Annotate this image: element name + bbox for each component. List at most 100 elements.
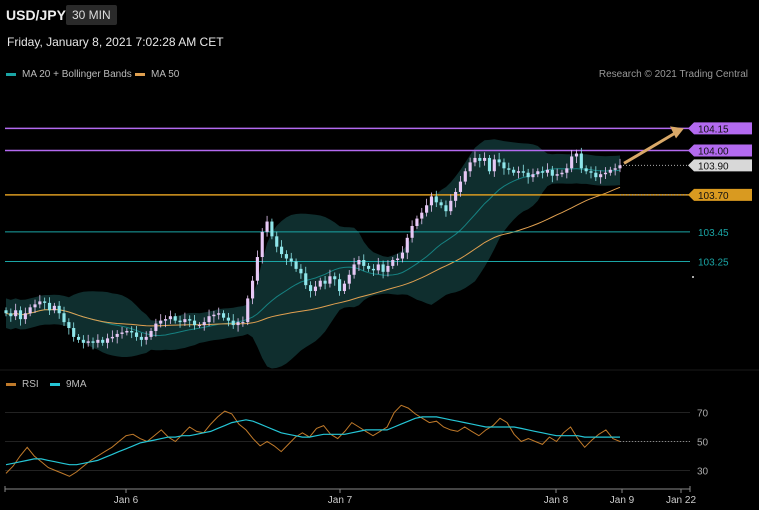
candle-body xyxy=(72,328,76,337)
candle-body xyxy=(178,320,182,323)
candle-body xyxy=(217,313,221,315)
candle-body xyxy=(299,268,303,274)
candle-body xyxy=(618,165,622,169)
candle-body xyxy=(531,174,535,178)
level-tag-104.00 xyxy=(688,144,752,157)
candle-body xyxy=(241,322,245,324)
candle-body xyxy=(255,257,259,281)
candle-body xyxy=(304,273,308,286)
ma9-swatch xyxy=(50,383,60,386)
candle-body xyxy=(512,169,516,173)
rsi-label: RSI xyxy=(22,379,39,390)
candle-body xyxy=(231,320,235,326)
rsi-swatch xyxy=(6,383,16,386)
candle-body xyxy=(86,341,90,343)
candle-body xyxy=(502,162,506,169)
candle-body xyxy=(221,313,226,318)
candle-body xyxy=(454,191,458,201)
ma9-label: 9MA xyxy=(66,379,87,390)
rsi-line xyxy=(5,404,621,477)
candle-body xyxy=(115,333,119,337)
candle-body xyxy=(154,323,158,331)
legend-rsi[interactable]: RSI xyxy=(6,379,39,390)
candle-body xyxy=(371,268,376,271)
candle-body xyxy=(352,264,356,275)
credit-label: Research © 2021 Trading Central xyxy=(598,69,748,80)
candle-body xyxy=(57,305,61,314)
candle-body xyxy=(96,339,100,343)
candle-body xyxy=(449,200,453,212)
candle-body xyxy=(338,279,342,292)
candle-body xyxy=(250,280,255,299)
timeframe-button[interactable]: 30 MIN xyxy=(66,5,117,25)
candle-body xyxy=(541,171,545,173)
candle-body xyxy=(18,310,23,320)
candle-body xyxy=(120,332,124,334)
candle-body xyxy=(415,218,419,226)
legend-9ma[interactable]: 9MA xyxy=(50,379,87,390)
candle-body xyxy=(280,246,284,255)
ma50-line xyxy=(5,186,621,327)
candle-body xyxy=(410,225,414,238)
level-tag-103.70 xyxy=(688,188,752,201)
candle-body xyxy=(9,313,13,317)
candle-body xyxy=(38,301,42,305)
candle-body xyxy=(483,157,487,161)
candle-body xyxy=(420,212,424,219)
candle-body xyxy=(367,265,371,269)
candle-body xyxy=(246,298,250,323)
candle-body xyxy=(192,320,197,326)
candle-body xyxy=(105,338,110,343)
candle-body xyxy=(603,172,608,175)
candle-body xyxy=(202,322,206,326)
candle-body xyxy=(497,159,501,163)
candle-body xyxy=(43,301,47,303)
candle-body xyxy=(386,265,390,272)
candle-body xyxy=(570,156,574,169)
level-label-104.00: 104.00 xyxy=(698,147,729,158)
candle-body xyxy=(294,261,298,269)
candle-body xyxy=(76,336,81,340)
candle-body xyxy=(565,168,569,173)
candle-body xyxy=(130,330,134,333)
last-price-value: 103.90 xyxy=(698,161,729,172)
candle-body xyxy=(67,322,71,329)
candle-body xyxy=(589,171,593,173)
datetime-label: Friday, January 8, 2021 7:02:28 AM CET xyxy=(7,35,224,49)
legend-ma50[interactable]: MA 50 xyxy=(135,69,179,80)
candle-body xyxy=(507,168,511,170)
candle-body xyxy=(396,258,400,260)
candle-body xyxy=(521,171,525,173)
candle-body xyxy=(226,317,230,321)
candle-body xyxy=(492,159,496,172)
candle-body xyxy=(313,286,317,292)
candle-body xyxy=(536,171,540,175)
x-tick-Jan-7: Jan 7 xyxy=(328,495,353,506)
candle-body xyxy=(125,330,129,333)
candle-body xyxy=(173,316,177,321)
candle-body xyxy=(391,259,395,266)
candle-body xyxy=(62,313,66,323)
candle-body xyxy=(309,285,313,292)
candle-body xyxy=(163,319,168,321)
ma50-label: MA 50 xyxy=(151,69,180,80)
level-label-104.15: 104.15 xyxy=(698,124,729,135)
candle-body xyxy=(560,172,564,175)
candle-body xyxy=(613,168,617,170)
rsi-9ma-line xyxy=(5,416,620,466)
level-label-103.45: 103.45 xyxy=(698,228,729,239)
candle-body xyxy=(381,264,385,272)
candle-body xyxy=(14,310,18,317)
rsi-tick-30: 30 xyxy=(697,467,709,478)
cursor-dot xyxy=(692,276,694,278)
candle-body xyxy=(260,231,264,258)
candle-body xyxy=(400,252,405,259)
rsi-tick-70: 70 xyxy=(697,409,709,420)
candle-body xyxy=(526,172,530,178)
candle-body xyxy=(444,205,448,212)
ma20-swatch xyxy=(6,73,16,76)
candle-body xyxy=(110,336,114,339)
legend-ma20[interactable]: MA 20 + Bollinger Bands xyxy=(6,69,132,80)
candle-body xyxy=(134,332,139,337)
